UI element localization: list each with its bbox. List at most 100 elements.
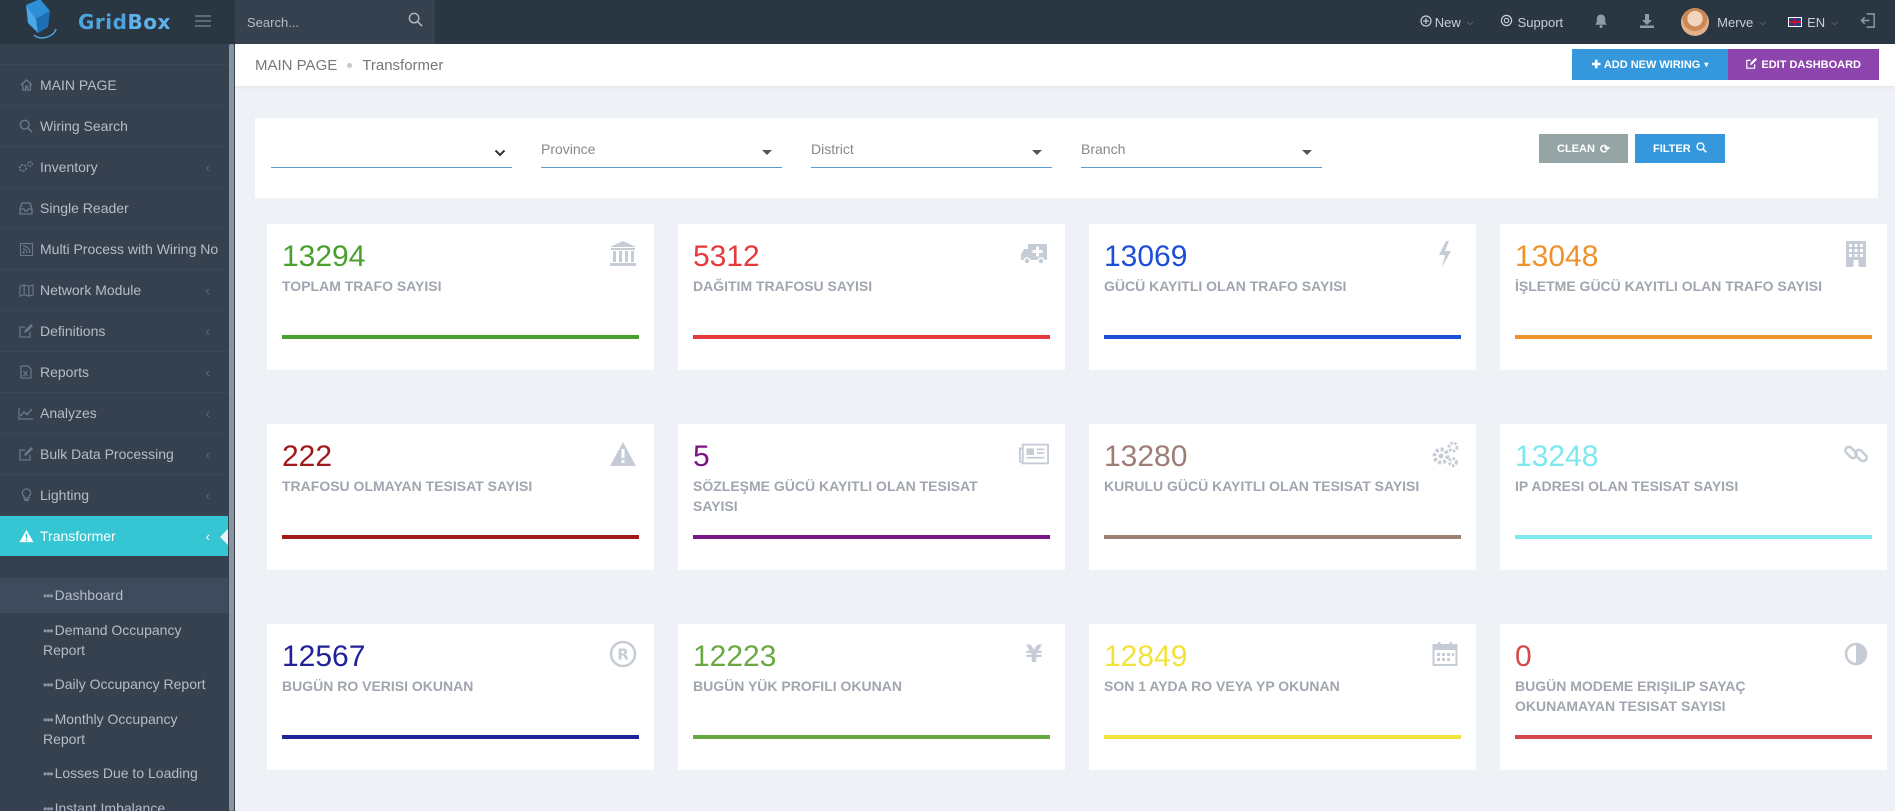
- first-filter-select[interactable]: [271, 138, 512, 168]
- registered-icon: R: [608, 639, 638, 669]
- avatar: [1681, 8, 1710, 36]
- sidebar-item-main-page[interactable]: MAIN PAGE: [0, 64, 228, 105]
- dots-icon: •••: [43, 802, 54, 811]
- downloads-button[interactable]: [1639, 13, 1655, 32]
- lightbulb-icon: [17, 487, 35, 503]
- stat-card[interactable]: 0 BUGÜN MODEME ERIŞILIP SAYAÇ OKUNAMAYAN …: [1500, 624, 1887, 770]
- logo[interactable]: GridBox: [0, 0, 235, 44]
- sidebar-item-label: Bulk Data Processing: [40, 446, 174, 462]
- filter-button[interactable]: FILTER: [1635, 134, 1725, 163]
- sidebar-subitem-dashboard[interactable]: ••• Dashboard: [0, 578, 228, 613]
- stat-card[interactable]: 13248 IP ADRESI OLAN TESISAT SAYISI: [1500, 424, 1887, 570]
- sidebar-scrollbar[interactable]: [228, 44, 235, 811]
- province-placeholder: Province: [541, 141, 596, 157]
- line-chart-icon: [17, 405, 35, 421]
- notifications-button[interactable]: [1593, 13, 1609, 32]
- stat-card[interactable]: 13280 KURULU GÜCÜ KAYITLI OLAN TESISAT SA…: [1089, 424, 1476, 570]
- menu-toggle-icon[interactable]: [195, 15, 211, 27]
- file-excel-icon: [17, 364, 35, 380]
- stat-card[interactable]: 13048 İŞLETME GÜCÜ KAYITLI OLAN TRAFO SAY…: [1500, 224, 1887, 370]
- sidebar-item-transformer[interactable]: Transformer ‹: [0, 515, 229, 556]
- stat-card-label: IP ADRESI OLAN TESISAT SAYISI: [1515, 478, 1739, 494]
- stat-card[interactable]: 12567 BUGÜN RO VERISI OKUNAN R: [267, 624, 654, 770]
- page-header: MAIN PAGE Transformer ✚ ADD NEW WIRING ▾…: [235, 44, 1895, 86]
- search-input[interactable]: [247, 14, 397, 30]
- gears-icon: [1430, 439, 1460, 469]
- adjust-icon: [1841, 639, 1871, 669]
- sidebar-item-inventory[interactable]: Inventory ‹: [0, 146, 228, 187]
- sidebar-item-multi-process[interactable]: Multi Process with Wiring No: [0, 228, 228, 269]
- sidebar-item-single-reader[interactable]: Single Reader: [0, 187, 228, 228]
- chevron-left-icon: ‹: [205, 446, 210, 462]
- chevron-down-icon: ⌵: [1831, 16, 1838, 27]
- sidebar-item-network-module[interactable]: Network Module ‹: [0, 269, 228, 310]
- stat-card[interactable]: 5312 DAĞITIM TRAFOSU SAYISI: [678, 224, 1065, 370]
- inbox-icon: [17, 200, 35, 216]
- clean-button[interactable]: CLEAN ⟳: [1539, 134, 1628, 163]
- sidebar-subitem-daily-occupancy-report[interactable]: ••• Daily Occupancy Report: [0, 667, 228, 702]
- clean-label: CLEAN: [1557, 142, 1595, 155]
- new-dropdown[interactable]: New ⌵: [1420, 15, 1474, 30]
- sidebar-item-label: Network Module: [40, 282, 142, 298]
- stat-card-progress-bar: [282, 335, 639, 339]
- chevron-down-icon: ▾: [1704, 60, 1709, 69]
- province-select[interactable]: Province: [541, 138, 782, 168]
- stat-card-value: 12223: [693, 640, 777, 673]
- cogs-icon: [17, 159, 35, 175]
- bolt-icon: [1430, 239, 1460, 269]
- stat-card[interactable]: 13069 GÜCÜ KAYITLI OLAN TRAFO SAYISI: [1089, 224, 1476, 370]
- filter-label: FILTER: [1653, 142, 1691, 155]
- sidebar-subitem-monthly-occupancy-report[interactable]: ••• Monthly Occupancy Report: [0, 702, 228, 756]
- map-icon: [17, 282, 35, 298]
- sidebar-item-lighting[interactable]: Lighting ‹: [0, 474, 228, 515]
- caret-down-icon: [762, 150, 772, 155]
- chevron-left-icon: ‹: [205, 159, 210, 175]
- stat-card[interactable]: 13294 TOPLAM TRAFO SAYISI: [267, 224, 654, 370]
- search-icon: [17, 118, 35, 134]
- stat-card-progress-bar: [1104, 735, 1461, 739]
- search-icon: [1696, 141, 1707, 156]
- sidebar-subitem-instant-imbalance[interactable]: ••• Instant Imbalance: [0, 791, 228, 811]
- support-label: Support: [1517, 14, 1564, 30]
- breadcrumb-home[interactable]: MAIN PAGE: [255, 56, 338, 74]
- edit-icon: [17, 323, 35, 339]
- sidebar-item-analyzes[interactable]: Analyzes ‹: [0, 392, 228, 433]
- stat-card-label: BUGÜN YÜK PROFILI OKUNAN: [693, 678, 902, 694]
- district-select[interactable]: District: [811, 138, 1052, 168]
- stat-card-progress-bar: [1515, 535, 1872, 539]
- stat-card-label: TOPLAM TRAFO SAYISI: [282, 278, 442, 294]
- stat-card-label: TRAFOSU OLMAYAN TESISAT SAYISI: [282, 478, 533, 494]
- edit-dashboard-button[interactable]: EDIT DASHBOARD: [1728, 49, 1879, 80]
- stat-card-value: 13280: [1104, 440, 1188, 473]
- sidebar-item-label: Reports: [40, 364, 90, 380]
- sidebar-subitem-demand-occupancy-report[interactable]: ••• Demand Occupancy Report: [0, 613, 228, 667]
- rss-icon: [17, 241, 35, 257]
- branch-select[interactable]: Branch: [1081, 138, 1322, 168]
- stat-card[interactable]: 5 SÖZLEŞME GÜCÜ KAYITLI OLAN TESISAT SAYI…: [678, 424, 1065, 570]
- sidebar-item-label: Analyzes: [40, 405, 97, 421]
- stat-card-value: 0: [1515, 640, 1532, 673]
- search-icon[interactable]: [408, 12, 423, 32]
- user-menu[interactable]: Merve ⌵: [1681, 8, 1766, 36]
- language-selector[interactable]: EN ⌵: [1788, 15, 1838, 30]
- logout-button[interactable]: [1860, 12, 1877, 32]
- stat-card-progress-bar: [1515, 335, 1872, 339]
- sidebar-subitem-label: Monthly Occupancy Report: [43, 711, 178, 747]
- stat-card[interactable]: 12223 BUGÜN YÜK PROFILI OKUNAN ¥: [678, 624, 1065, 770]
- stat-card[interactable]: 222 TRAFOSU OLMAYAN TESISAT SAYISI: [267, 424, 654, 570]
- stat-card-label: DAĞITIM TRAFOSU SAYISI: [693, 278, 873, 294]
- bell-icon: [1593, 13, 1609, 32]
- sidebar-subitem-label: Daily Occupancy Report: [54, 676, 206, 692]
- download-icon: [1639, 13, 1655, 32]
- support-link[interactable]: Support: [1500, 14, 1564, 30]
- sidebar-subitem-losses-due-to-loading[interactable]: ••• Losses Due to Loading: [0, 756, 228, 791]
- sidebar-item-bulk-data-processing[interactable]: Bulk Data Processing ‹: [0, 433, 228, 474]
- add-new-wiring-button[interactable]: ✚ ADD NEW WIRING ▾: [1571, 49, 1729, 80]
- sidebar-item-definitions[interactable]: Definitions ‹: [0, 310, 228, 351]
- link-icon: [1841, 439, 1871, 469]
- life-ring-icon: [1500, 14, 1513, 30]
- sidebar-item-wiring-search[interactable]: Wiring Search: [0, 105, 228, 146]
- sidebar-item-reports[interactable]: Reports ‹: [0, 351, 228, 392]
- stat-card[interactable]: 12849 SON 1 AYDA RO VEYA YP OKUNAN: [1089, 624, 1476, 770]
- language-label: EN: [1807, 14, 1826, 30]
